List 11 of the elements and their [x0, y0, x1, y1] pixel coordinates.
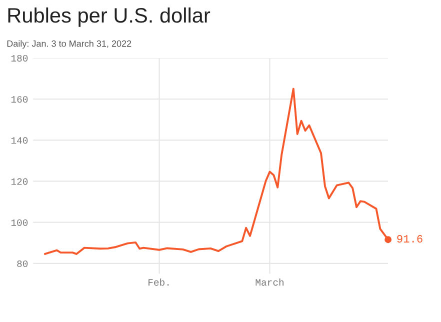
data-label: 91.6	[397, 235, 422, 243]
chart-title: Rubles per U.S. dollar	[8, 7, 210, 27]
x-tick-label: Feb.	[148, 278, 169, 286]
y-tick-label: 120	[11, 178, 28, 185]
x-tick-label: March	[256, 278, 284, 286]
y-tick-label: 140	[11, 137, 28, 144]
y-tick-label: 160	[11, 96, 28, 103]
y-tick-label: 100	[11, 219, 28, 226]
y-tick-label: 80	[17, 260, 28, 268]
chart-subtitle: Daily: Jan. 3 to March 31, 2022	[7, 40, 132, 49]
y-tick-label: 180	[11, 54, 28, 62]
